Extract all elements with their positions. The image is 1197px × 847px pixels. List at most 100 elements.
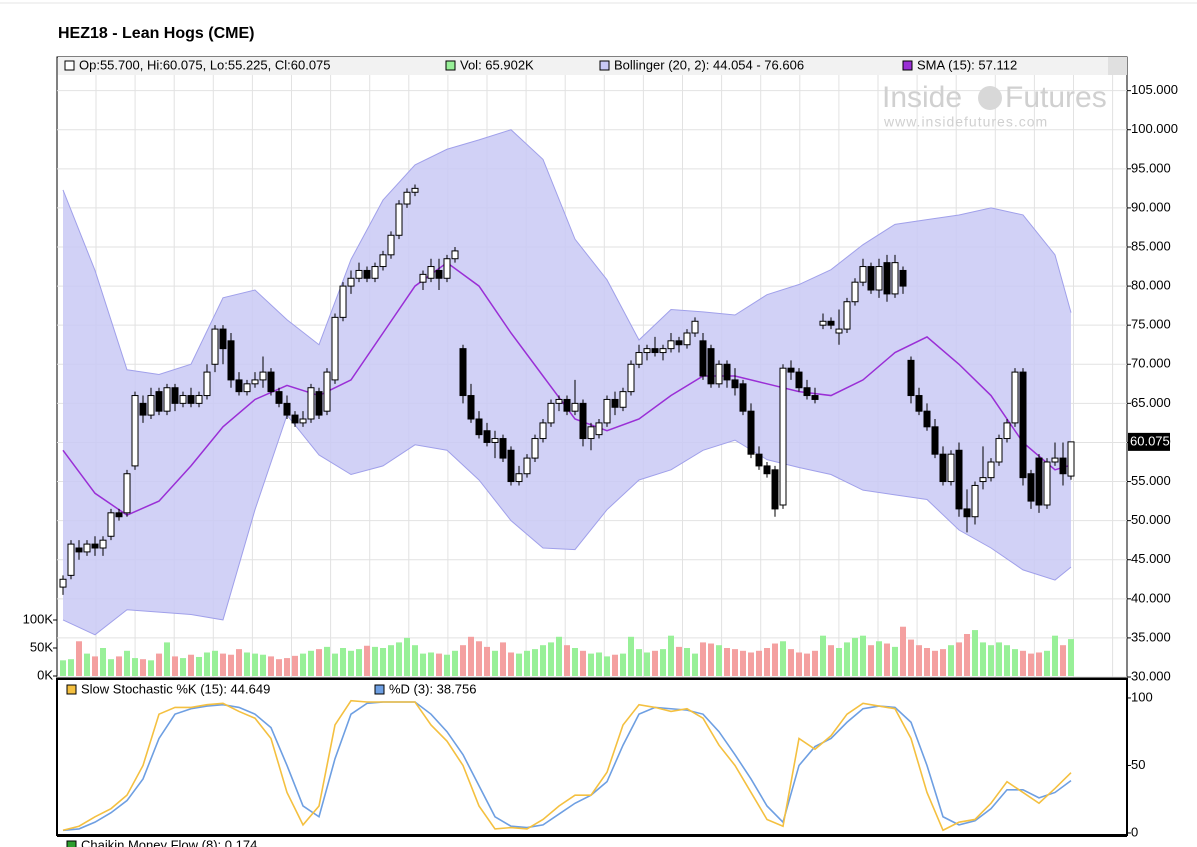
volume-bar xyxy=(740,650,746,676)
volume-bar xyxy=(780,641,786,676)
candle-body xyxy=(907,359,915,397)
candle-body xyxy=(259,371,267,381)
legend-bar xyxy=(58,57,1108,75)
candle-body xyxy=(451,250,459,260)
volume-bar xyxy=(364,645,370,676)
volume-bar xyxy=(724,648,730,676)
volume-bar xyxy=(292,655,298,676)
volume-bar xyxy=(940,649,946,676)
volume-bar xyxy=(396,642,402,676)
candle-body xyxy=(771,469,779,510)
volume-bar xyxy=(100,648,106,676)
candle-body xyxy=(83,543,91,553)
candle-body xyxy=(299,418,307,424)
candle-body xyxy=(179,395,187,404)
volume-bar xyxy=(948,645,954,676)
volume-bar xyxy=(468,636,474,676)
volume-bar xyxy=(1028,653,1034,676)
candle-body xyxy=(1051,457,1059,463)
volume-tick-label: 100K xyxy=(23,611,54,626)
volume-bar xyxy=(524,650,530,676)
candle-body xyxy=(187,395,195,404)
stochastic-line xyxy=(62,701,1072,832)
candle-body xyxy=(323,371,331,412)
volume-bar xyxy=(588,653,594,676)
candle-body xyxy=(851,281,859,303)
candle-body xyxy=(203,371,211,397)
candle-body xyxy=(531,438,539,459)
candle-body xyxy=(947,453,955,483)
volume-bar xyxy=(708,643,714,676)
candle-body xyxy=(387,234,395,256)
candle-body xyxy=(691,320,699,334)
candle-body xyxy=(675,340,683,346)
volume-bar xyxy=(428,652,434,676)
candle-body xyxy=(715,363,723,385)
candle-body xyxy=(987,461,995,479)
volume-bar xyxy=(268,656,274,676)
candle-body xyxy=(651,348,659,354)
candle-body xyxy=(747,410,755,455)
candle-body xyxy=(779,367,787,506)
candle-body xyxy=(507,449,515,483)
candle-body xyxy=(307,387,315,420)
y-tick-label: 70.000 xyxy=(1131,356,1171,371)
volume-bar xyxy=(196,656,202,676)
candle-body xyxy=(459,348,467,397)
y-tick-label: 105.000 xyxy=(1131,82,1178,97)
volume-bar xyxy=(148,660,154,676)
y-tick-label: 40.000 xyxy=(1131,590,1171,605)
volume-bar xyxy=(764,648,770,676)
volume-bar xyxy=(332,653,338,676)
y-tick-label: 90.000 xyxy=(1131,199,1171,214)
volume-bar xyxy=(796,652,802,676)
y-tick-label: 95.000 xyxy=(1131,160,1171,175)
candle-body xyxy=(427,266,435,279)
volume-bar xyxy=(692,653,698,676)
candle-body xyxy=(211,328,219,365)
candle-body xyxy=(875,266,883,291)
candle-body xyxy=(283,402,291,416)
candle-body xyxy=(843,301,851,330)
volume-bar xyxy=(1060,645,1066,676)
volume-bar xyxy=(892,646,898,676)
volume-bar xyxy=(84,653,90,676)
candle-body xyxy=(915,395,923,412)
volume-bar xyxy=(556,636,562,676)
last-price-label: 60.075 xyxy=(1130,433,1170,448)
bollinger-band xyxy=(63,129,1071,635)
volume-bar xyxy=(76,641,82,676)
volume-bar xyxy=(604,656,610,676)
candle-body xyxy=(659,348,667,354)
candle-body xyxy=(443,258,451,279)
candle-body xyxy=(811,395,819,400)
candle-body xyxy=(339,285,347,318)
candle-body xyxy=(379,254,387,268)
legend-swatch xyxy=(374,684,385,695)
legend-label: Op:55.700, Hi:60.075, Lo:55.225, Cl:60.0… xyxy=(79,57,331,72)
volume-bar xyxy=(172,656,178,676)
candle-body xyxy=(219,328,227,350)
candle-body xyxy=(563,398,571,412)
candle-body xyxy=(579,402,587,440)
volume-bar xyxy=(660,649,666,676)
candle-body xyxy=(611,398,619,408)
candle-body xyxy=(1027,473,1035,502)
candle-body xyxy=(539,422,547,440)
candle-body xyxy=(955,449,963,510)
volume-bar xyxy=(876,641,882,676)
volume-bar xyxy=(124,650,130,676)
candle-body xyxy=(347,277,355,287)
candle-body xyxy=(467,395,475,420)
y-tick-label: 30.000 xyxy=(1131,668,1171,683)
volume-bar xyxy=(1012,649,1018,676)
volume-bar xyxy=(300,653,306,676)
y-tick-label: 65.000 xyxy=(1131,395,1171,410)
candle-body xyxy=(1043,461,1051,506)
legend-swatch xyxy=(599,60,610,71)
volume-bar xyxy=(908,639,914,676)
volume-bar xyxy=(644,652,650,676)
y-tick-label: 75.000 xyxy=(1131,317,1171,332)
legend-label: %D (3): 38.756 xyxy=(389,681,476,696)
volume-bar xyxy=(700,642,706,676)
